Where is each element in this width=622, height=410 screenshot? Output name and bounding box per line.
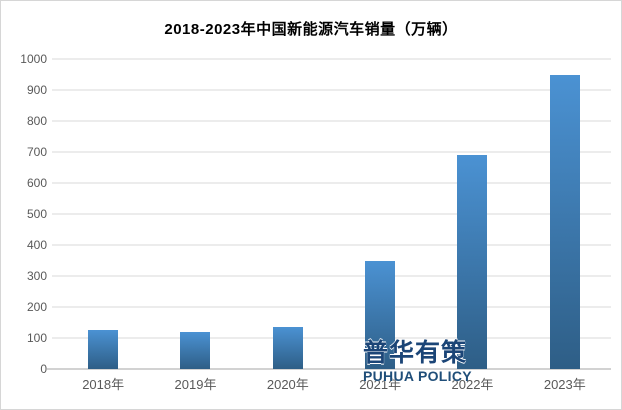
plot-area: 0 100 200 300 400 500 600 700 800 900 1000 (20, 53, 611, 375)
y-axis: 0 100 200 300 400 500 600 700 800 900 1000 (3, 53, 47, 375)
y-axis-tick-label: 1000 (20, 52, 47, 66)
x-axis-label: 2019年 (174, 377, 217, 392)
bar-2020年 (272, 327, 303, 369)
y-axis-tick-label: 0 (40, 362, 47, 376)
y-axis-tick-label: 100 (26, 331, 47, 345)
bar-2019年 (180, 331, 211, 369)
gridline (52, 244, 611, 246)
x-axis-label: 2020年 (266, 377, 309, 392)
gridline (52, 337, 611, 339)
bar-2023年 (549, 74, 580, 369)
bar-slot (57, 59, 149, 369)
y-axis-tick-label: 200 (26, 300, 47, 314)
gridline (52, 58, 611, 60)
x-axis-label: 2023年 (543, 377, 586, 392)
bar-2018年 (88, 330, 119, 369)
gridline (52, 182, 611, 184)
bar-slot (334, 59, 426, 369)
gridline (52, 213, 611, 215)
gridline (52, 306, 611, 308)
x-axis-label: 2018年 (82, 377, 125, 392)
bars-layer (57, 59, 611, 369)
bar-slot (149, 59, 241, 369)
x-axis: 2018年 2019年 2020年 2021年 2022年 2023年 (57, 374, 611, 393)
x-axis-label: 2021年 (359, 377, 402, 392)
bar-2022年 (457, 155, 488, 369)
y-axis-tick-label: 600 (26, 176, 47, 190)
x-axis-label: 2022年 (451, 377, 494, 392)
x-axis-line (47, 368, 611, 370)
y-axis-tick-label: 400 (26, 238, 47, 252)
gridline (52, 275, 611, 277)
chart-title: 2018-2023年中国新能源汽车销量（万辆） (164, 21, 458, 38)
y-axis-tick-label: 500 (26, 207, 47, 221)
bar-slot (426, 59, 518, 369)
bar-2021年 (365, 260, 396, 369)
bar-slot (519, 59, 611, 369)
bar-slot (242, 59, 334, 369)
gridline (52, 151, 611, 153)
y-axis-tick-label: 300 (26, 269, 47, 283)
gridline (52, 120, 611, 122)
gridline (52, 89, 611, 91)
y-axis-tick-label: 800 (26, 114, 47, 128)
y-axis-tick-label: 700 (26, 145, 47, 159)
y-axis-tick-label: 900 (26, 83, 47, 97)
